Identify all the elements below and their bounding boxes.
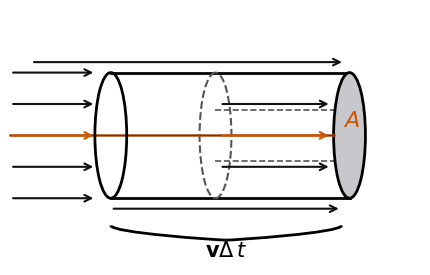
Text: $\mathbf{v}\Delta\,t$: $\mathbf{v}\Delta\,t$ [205,241,247,261]
Text: $\mathit{A}$: $\mathit{A}$ [342,111,359,131]
Ellipse shape [333,73,365,198]
